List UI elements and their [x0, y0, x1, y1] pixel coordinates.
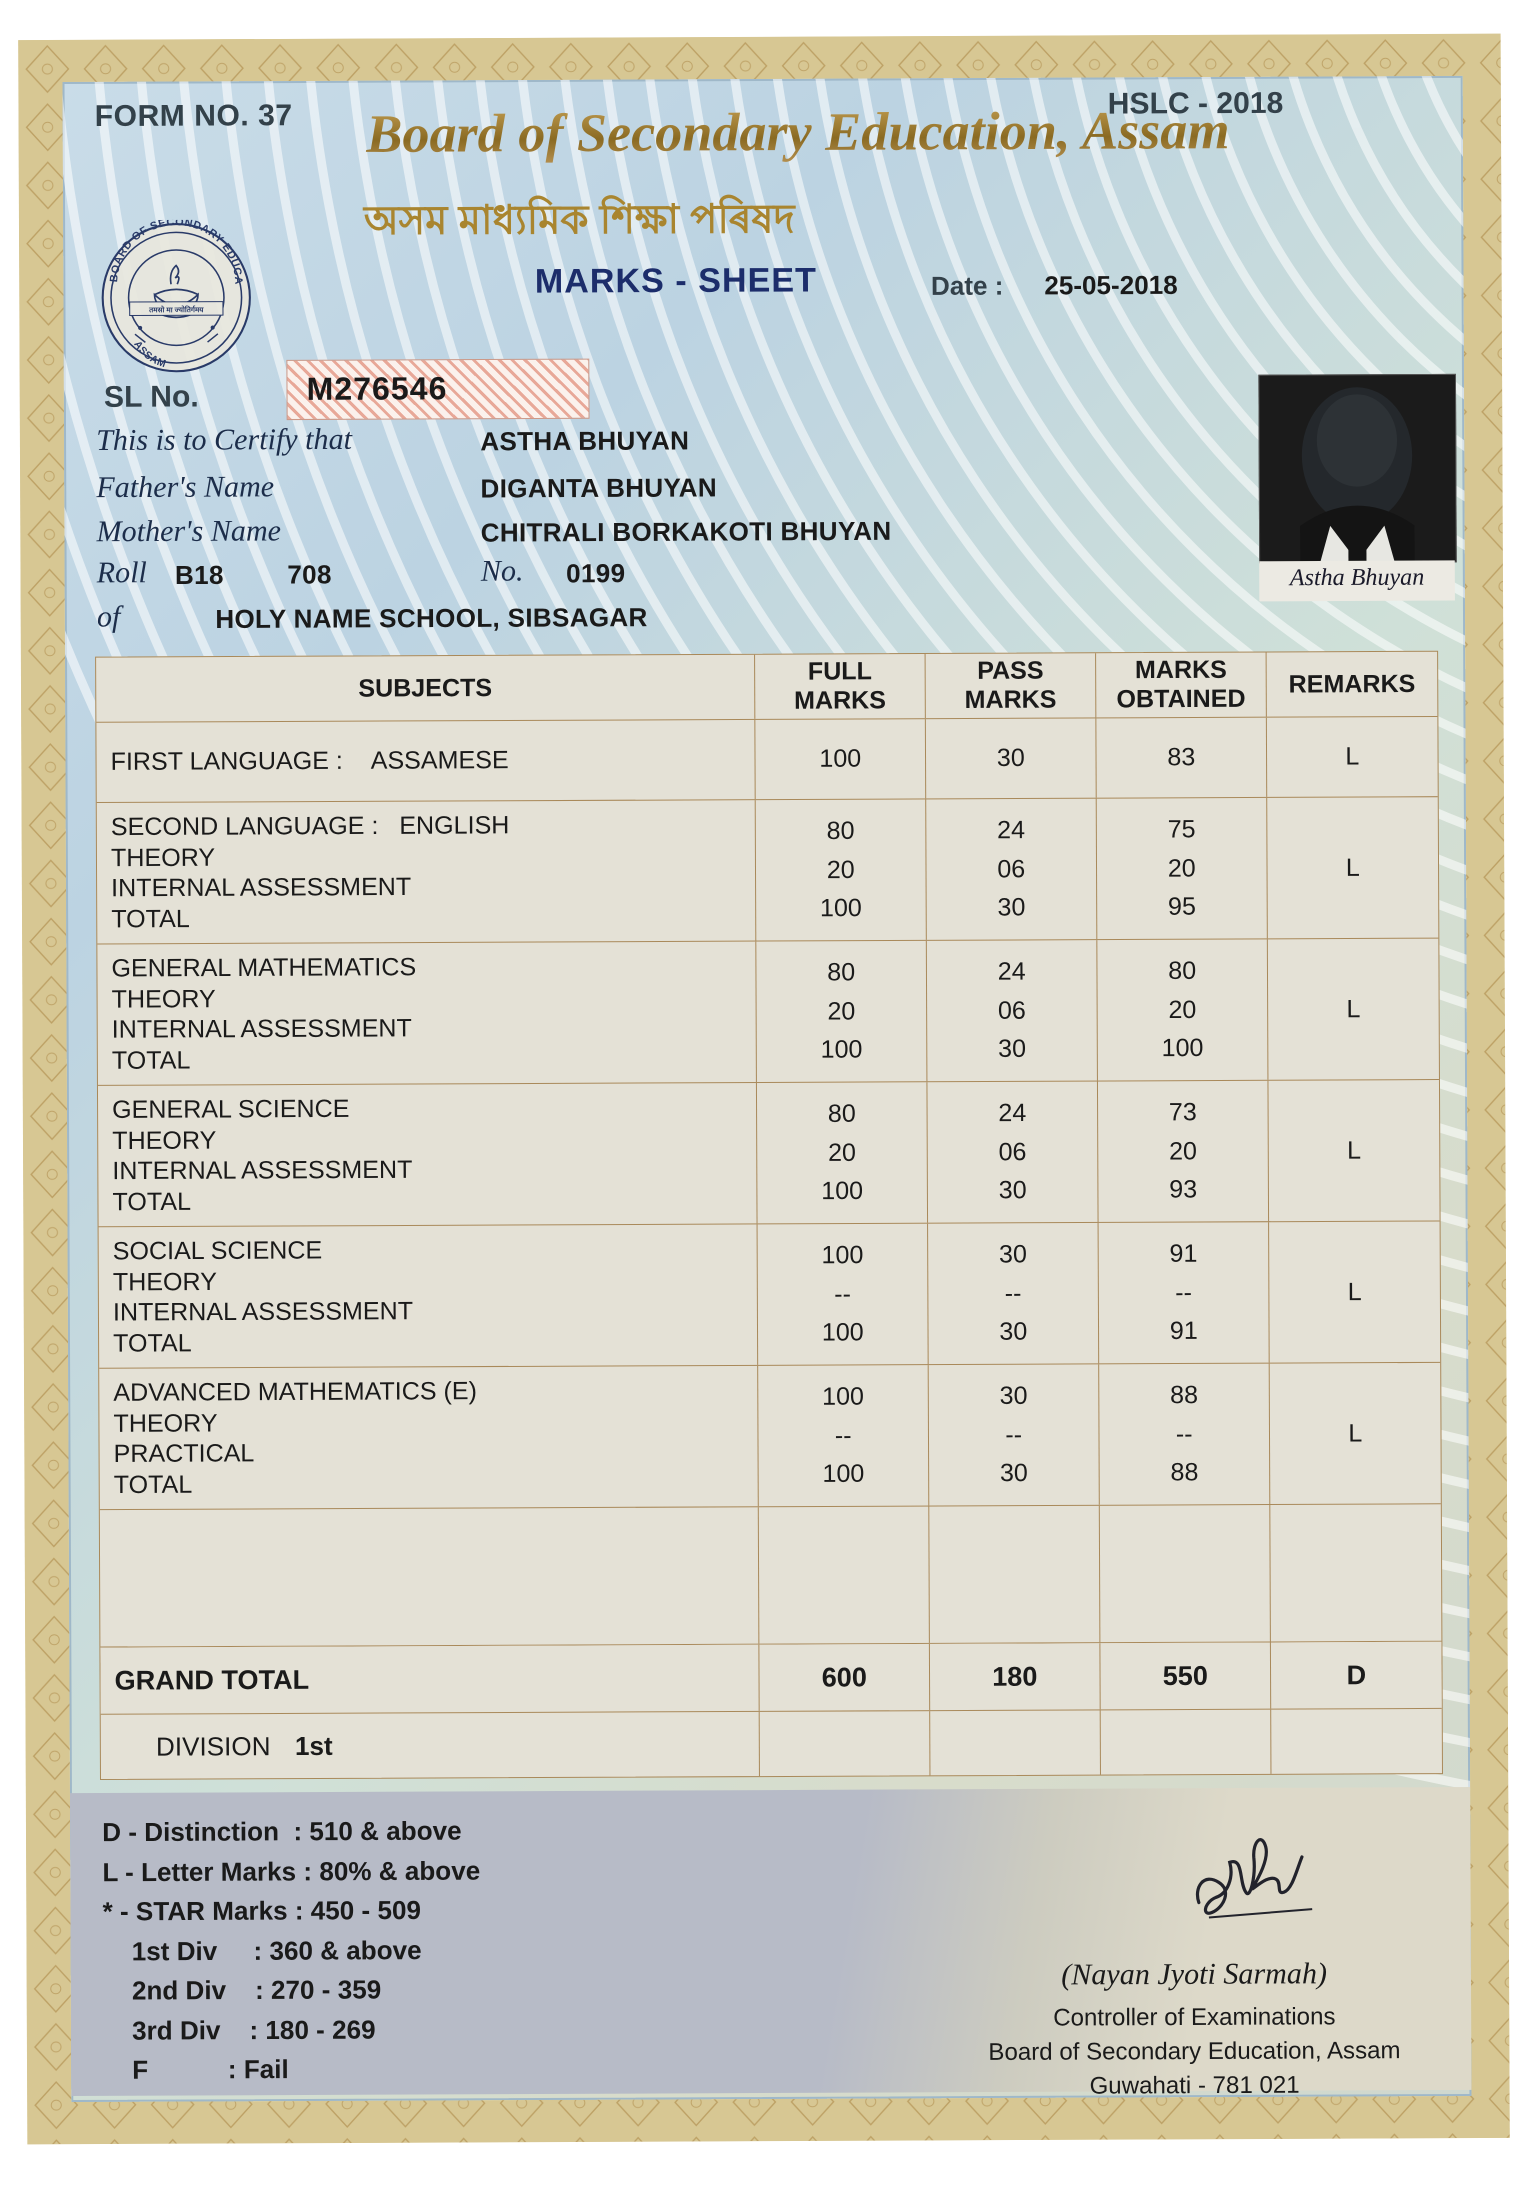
svg-text:तमसो मा ज्योतिर्गमय: तमसो मा ज्योतिर्गमय — [148, 305, 204, 314]
